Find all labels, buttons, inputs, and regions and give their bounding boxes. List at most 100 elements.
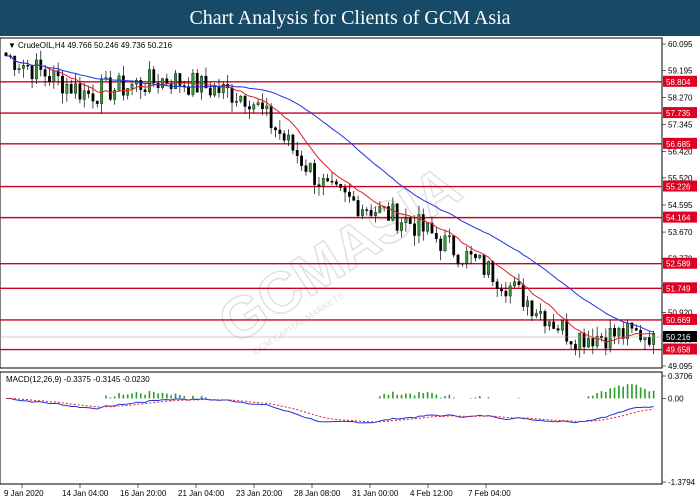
- candle-body: [456, 254, 460, 265]
- macd-bar: [409, 393, 412, 399]
- candle-body: [13, 55, 17, 70]
- candle-body: [613, 328, 616, 337]
- candle-body: [365, 209, 369, 211]
- candle-body: [187, 86, 190, 95]
- level-label: 57.735: [666, 109, 691, 118]
- candle-body: [17, 68, 21, 70]
- candle-body: [647, 337, 651, 345]
- candle-body: [230, 87, 234, 103]
- candle-body: [108, 77, 112, 100]
- candle-body: [143, 89, 147, 92]
- time-tick-label: 23 Jan 20:00: [236, 489, 283, 498]
- candle-body: [326, 178, 330, 182]
- level-label: 55.226: [666, 183, 691, 192]
- macd-bar: [652, 390, 655, 399]
- ma-slow-line: [5, 55, 654, 333]
- macd-bar: [587, 396, 590, 399]
- macd-histogram: [105, 384, 655, 399]
- candle-body: [291, 134, 295, 151]
- candle-body: [74, 83, 77, 94]
- price-tick-label: 53.670: [668, 228, 693, 237]
- macd-bar: [426, 391, 429, 399]
- symbol-info: CrudeOIL,H4 49.766 50.246 49.736 50.216: [18, 41, 172, 50]
- candle-body: [426, 222, 430, 232]
- level-tag: [663, 257, 697, 269]
- macd-bar: [387, 394, 390, 399]
- macd-bar: [444, 396, 446, 399]
- candle-body: [356, 200, 360, 217]
- candle-body: [504, 290, 508, 297]
- candle-body: [161, 78, 164, 88]
- ma-fast-line: [5, 55, 654, 343]
- macd-bar: [435, 394, 438, 399]
- candle-body: [313, 163, 317, 185]
- symbol-dropdown-icon[interactable]: ▼: [8, 41, 16, 50]
- macd-bar: [648, 391, 651, 399]
- macd-bar: [478, 396, 481, 399]
- candle-body: [148, 69, 151, 92]
- candle-body: [547, 321, 551, 327]
- candle-body: [387, 206, 390, 221]
- candle-body: [248, 106, 251, 110]
- candle-body: [130, 83, 134, 89]
- trading-chart[interactable]: GCMASIA GCM CAPITAL MARKETS ▼ CrudeOIL,H…: [0, 36, 700, 500]
- macd-tick-label: 0.00: [668, 394, 684, 403]
- candle-body: [265, 105, 269, 110]
- candle-body: [330, 180, 334, 183]
- macd-bar: [135, 392, 138, 399]
- candle-body: [595, 335, 599, 347]
- macd-bar: [392, 391, 394, 399]
- candle-body: [165, 78, 169, 84]
- candle-body: [139, 79, 143, 90]
- macd-bar: [126, 394, 129, 399]
- macd-bar: [148, 391, 151, 399]
- candle-body: [334, 181, 338, 185]
- macd-bar: [600, 391, 603, 399]
- candle-body: [408, 218, 412, 224]
- candle-body: [274, 127, 277, 131]
- chart-title: Chart Analysis for Clients of GCM Asia: [189, 6, 511, 29]
- candle-body: [361, 209, 364, 217]
- candle-body: [652, 332, 656, 345]
- macd-bar: [470, 398, 472, 399]
- candle-body: [574, 343, 577, 350]
- macd-bar: [418, 392, 420, 399]
- candle-body: [339, 184, 343, 188]
- macd-bar: [635, 384, 638, 399]
- candle-body: [321, 178, 325, 187]
- price-panel: [0, 37, 663, 369]
- macd-bar: [487, 397, 490, 399]
- candle-body: [87, 90, 90, 94]
- candle-body: [343, 187, 347, 193]
- candle-body: [113, 89, 117, 100]
- candle-body: [530, 300, 534, 317]
- macd-bar: [592, 395, 594, 399]
- macd-bar: [131, 393, 133, 399]
- level-tag: [663, 211, 697, 223]
- time-tick-label: 31 Jan 00:00: [352, 489, 399, 498]
- level-label: 50.669: [666, 316, 691, 325]
- candle-body: [78, 83, 82, 100]
- candle-body: [65, 84, 69, 94]
- candle-body: [465, 251, 469, 264]
- price-tick-label: 56.420: [668, 148, 693, 157]
- candle-body: [117, 75, 121, 91]
- candle-body: [278, 129, 282, 134]
- level-tag: [663, 313, 697, 325]
- candle-body: [35, 59, 38, 80]
- candle-body: [569, 341, 573, 345]
- price-tick-label: 50.920: [668, 309, 693, 318]
- macd-tick-label: 0.3706: [668, 372, 693, 381]
- candle-body: [91, 93, 95, 102]
- candle-body: [526, 300, 530, 307]
- macd-bar: [622, 386, 625, 399]
- candle-body: [560, 320, 564, 331]
- macd-bar: [448, 394, 451, 399]
- macd-bar: [639, 387, 642, 399]
- chart-svg[interactable]: GCMASIA GCM CAPITAL MARKETS ▼ CrudeOIL,H…: [0, 36, 700, 500]
- current-price-tag: [663, 331, 697, 342]
- candle-body: [282, 133, 286, 141]
- macd-bar: [144, 394, 146, 399]
- candle-body: [395, 203, 399, 231]
- candle-body: [152, 69, 156, 84]
